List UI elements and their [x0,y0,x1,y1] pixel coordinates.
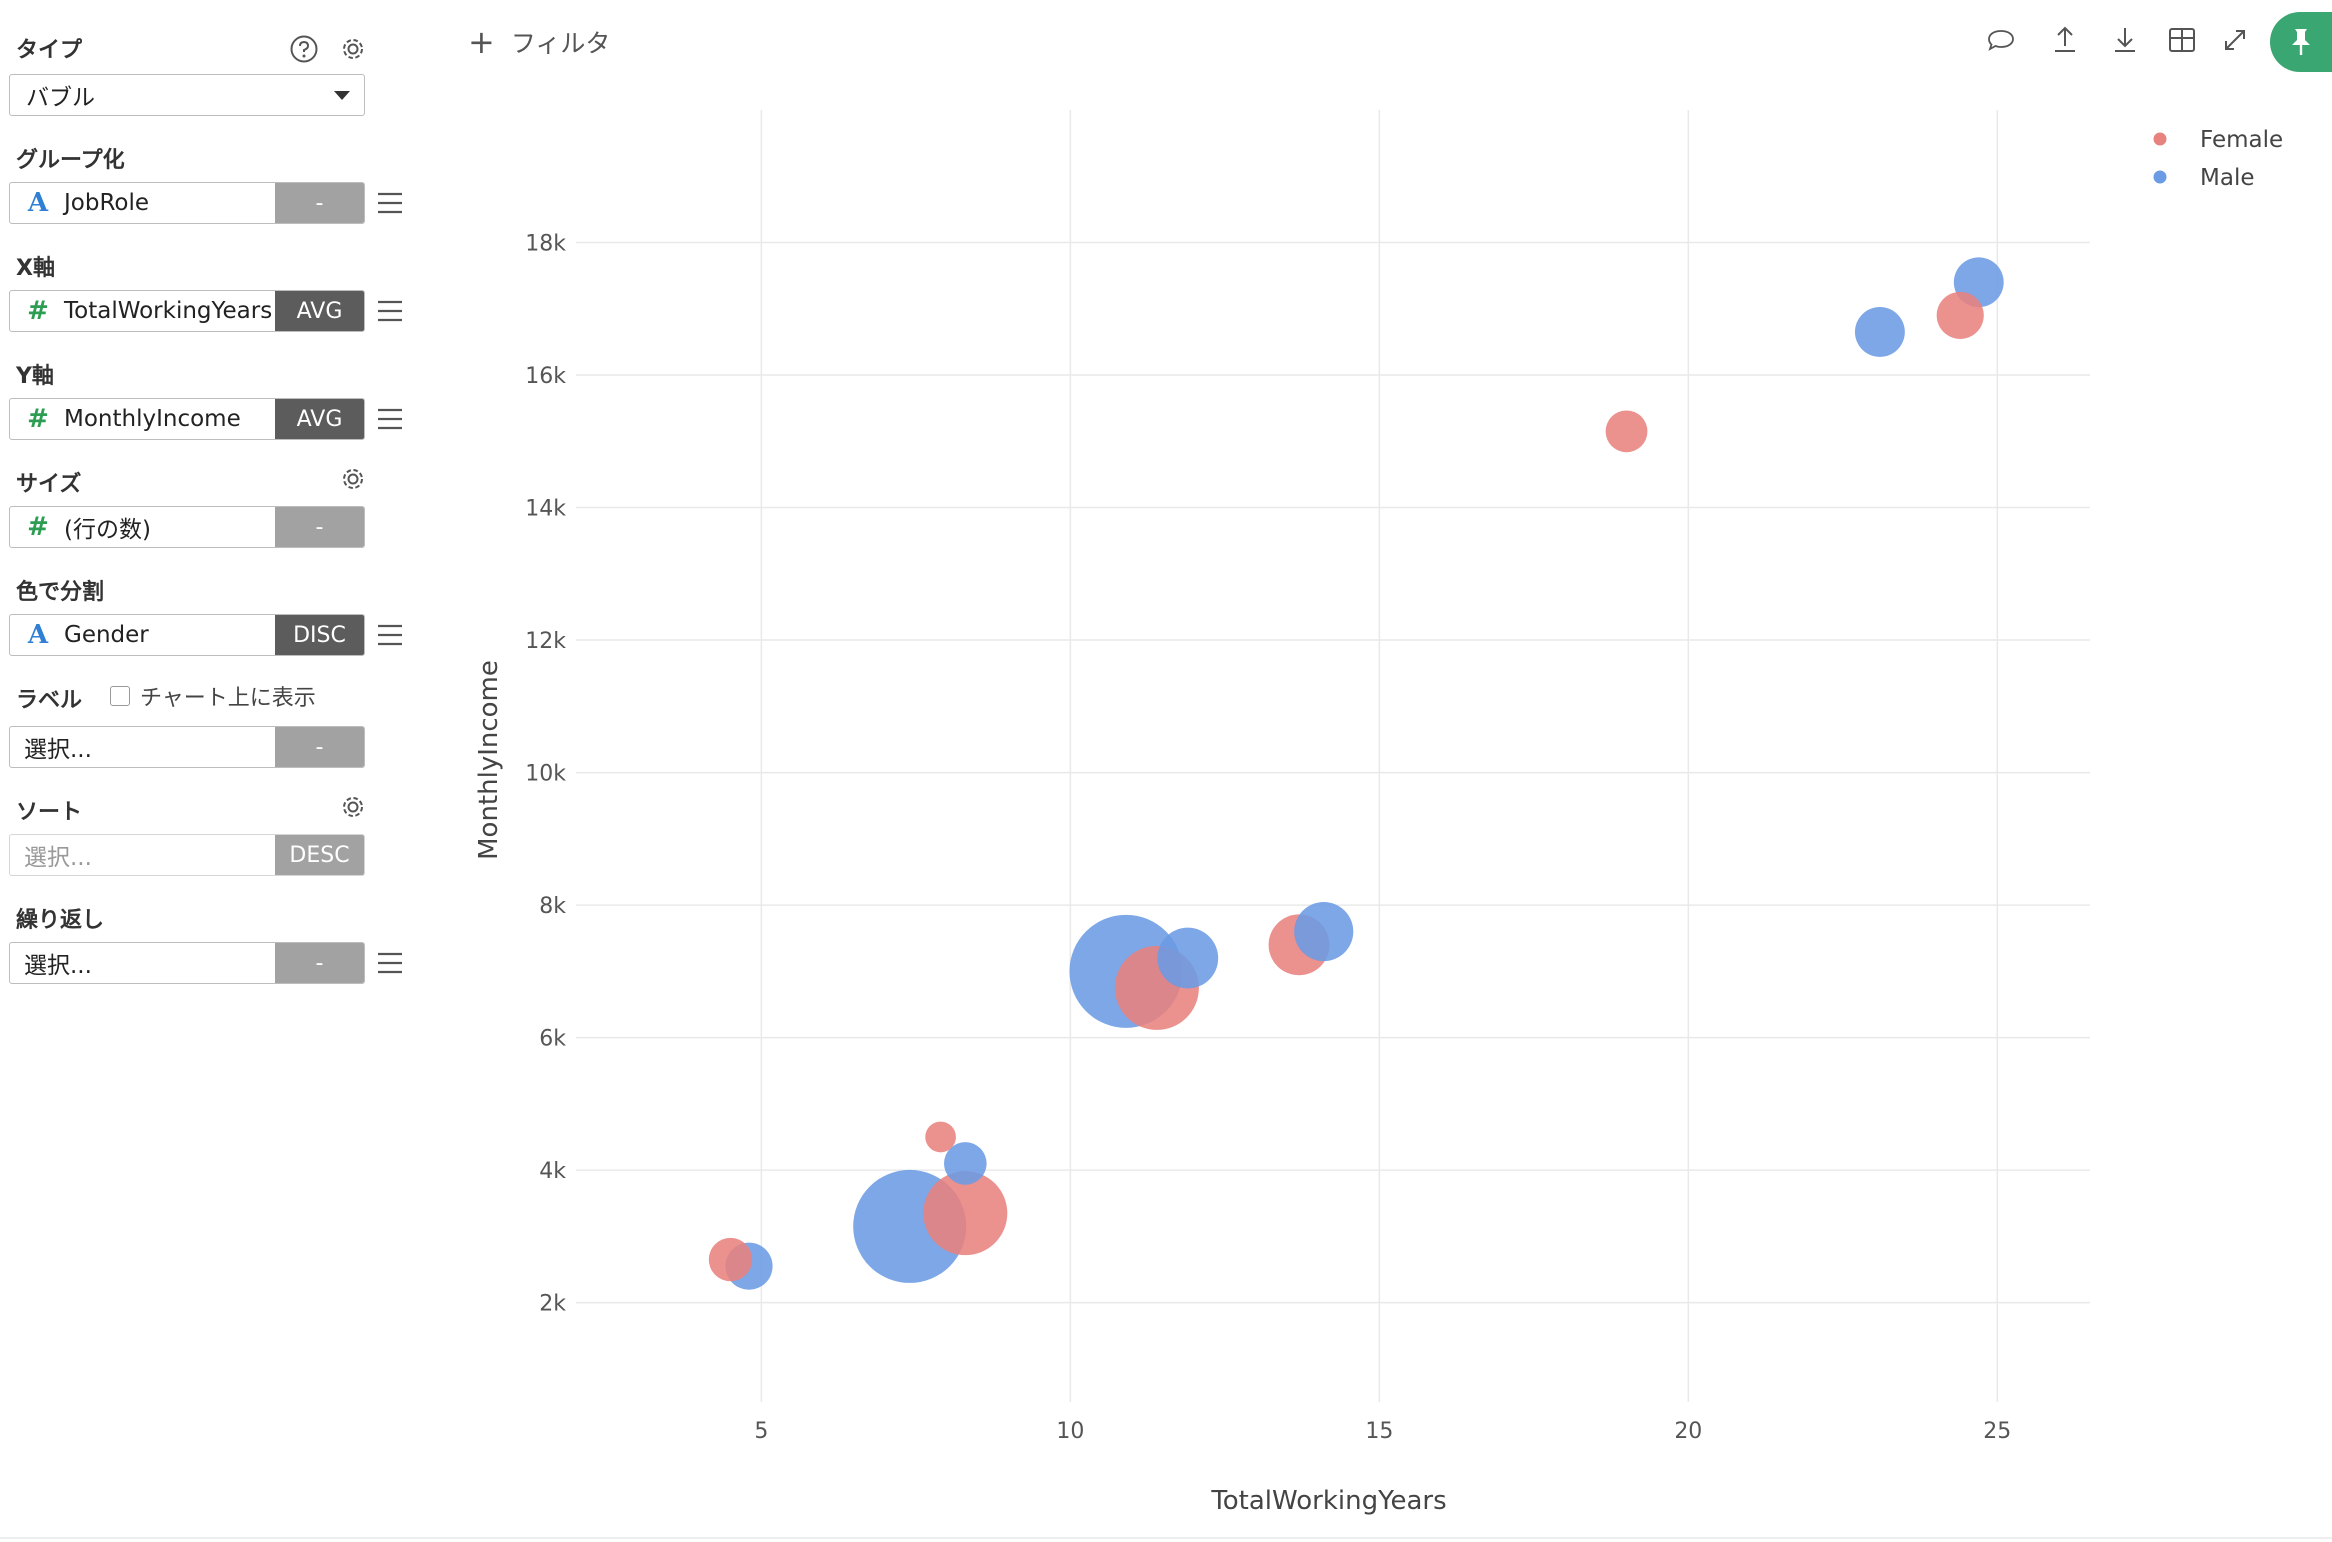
x-tick-label: 25 [1983,1419,2011,1444]
bubble-male[interactable] [944,1142,987,1185]
y-tick-label: 4k [539,1159,566,1184]
y-tick-label: 16k [525,364,566,389]
number-type-icon: # [27,296,49,326]
bubble-male[interactable] [1854,307,1905,357]
pin-button[interactable] [2270,12,2332,72]
color-field-name: Gender [64,622,149,648]
bubble-female[interactable] [1936,291,1984,339]
y-tick-label: 10k [525,762,566,787]
string-type-icon: A [27,620,49,650]
chart-type-value: バブル [26,85,95,111]
string-type-icon: A [27,188,49,218]
y-tick-label: 6k [539,1027,566,1052]
size-label: サイズ [16,472,82,497]
color-field[interactable]: A Gender DISC [9,614,365,656]
bubble-female[interactable] [1605,410,1648,453]
size-field-name: (行の数) [64,517,151,543]
type-settings-gear-icon[interactable] [336,32,370,66]
y-axis-label: Y軸 [16,364,54,389]
group-menu-icon[interactable] [376,191,404,215]
label-field[interactable]: 選択... - [9,726,365,768]
label-field-value: 選択... [24,737,92,763]
repeat-field[interactable]: 選択... - [9,942,365,984]
sort-field[interactable]: 選択... DESC [9,834,365,876]
bubble-male[interactable] [1294,902,1354,962]
chevron-down-icon [334,91,350,100]
y-axis-field-name: MonthlyIncome [64,406,241,432]
bubble-female[interactable] [708,1237,753,1282]
legend-label-male[interactable]: Male [2200,165,2254,191]
y-tick-label: 12k [525,629,566,654]
y-axis-title: MonthlyIncome [474,660,504,860]
chart-type-select[interactable]: バブル [9,74,365,116]
bubble-female[interactable] [925,1121,956,1153]
color-menu-icon[interactable] [376,623,404,647]
repeat-label: 繰り返し [16,908,105,933]
expand-icon[interactable] [2217,22,2253,58]
add-filter-button[interactable]: + フィルタ [468,24,610,60]
color-agg-button[interactable]: DISC [275,615,364,655]
chart-config-sidebar: タイプ バブル グループ化 A JobRole - X軸 # TotalWorkin… [0,0,420,1542]
repeat-menu-icon[interactable] [376,951,404,975]
x-tick-label: 15 [1365,1419,1393,1444]
y-axis-menu-icon[interactable] [376,407,404,431]
legend-label-female[interactable]: Female [2200,127,2283,153]
download-icon[interactable] [2107,22,2143,58]
group-agg-button[interactable]: - [275,183,364,223]
color-label: 色で分割 [16,580,105,605]
type-label: タイプ [16,38,83,63]
y-axis-agg-button[interactable]: AVG [275,399,364,439]
grid [576,110,2090,1402]
add-filter-label: フィルタ [510,29,611,58]
show-label-checkbox[interactable] [110,686,130,706]
number-type-icon: # [27,512,49,542]
upload-icon[interactable] [2047,22,2083,58]
help-icon[interactable] [287,32,321,66]
x-axis-field-name: TotalWorkingYears [64,298,273,324]
size-settings-gear-icon[interactable] [336,462,370,496]
plus-icon: + [468,23,495,61]
y-tick-label: 14k [525,497,566,522]
number-type-icon: # [27,404,49,434]
legend-marker-male [2153,170,2167,184]
x-tick-label: 10 [1056,1419,1084,1444]
x-axis-label: X軸 [16,256,55,281]
group-label: グループ化 [16,148,125,173]
comment-icon[interactable] [1983,22,2019,58]
y-tick-label: 8k [539,894,566,919]
y-axis-field[interactable]: # MonthlyIncome AVG [9,398,365,440]
x-axis-field[interactable]: # TotalWorkingYears AVG [9,290,365,332]
y-tick-label: 2k [539,1292,566,1317]
axis-ticks: 5 10 15 20 25 2k 4k 6k 8k 10k 12k 14k 16k 18k [525,232,2011,1444]
x-axis-title: TotalWorkingYears [1210,1486,1446,1516]
sort-order-button[interactable]: DESC [275,835,364,875]
table-icon[interactable] [2164,22,2200,58]
pin-icon [2292,29,2310,55]
size-field[interactable]: # (行の数) - [9,506,365,548]
y-tick-label: 18k [525,232,566,257]
show-label-checkbox-label: チャート上に表示 [140,686,316,711]
size-agg-button[interactable]: - [275,507,364,547]
sort-settings-gear-icon[interactable] [336,790,370,824]
group-field[interactable]: A JobRole - [9,182,365,224]
legend: Female Male [2153,127,2283,191]
x-tick-label: 5 [754,1419,768,1444]
x-tick-label: 20 [1674,1419,1702,1444]
x-axis-agg-button[interactable]: AVG [275,291,364,331]
repeat-agg-button[interactable]: - [275,943,364,983]
x-axis-menu-icon[interactable] [376,299,404,323]
bottom-border [0,1537,2332,1539]
bubble-male[interactable] [1157,927,1219,989]
group-field-name: JobRole [64,190,150,216]
legend-marker-female [2153,132,2167,146]
sort-field-placeholder: 選択... [24,845,92,871]
bubbles [708,257,2004,1290]
bubble-female[interactable] [923,1171,1008,1256]
label-agg-button[interactable]: - [275,727,364,767]
label-section-label: ラベル [16,688,83,713]
sort-label: ソート [16,800,83,825]
repeat-field-value: 選択... [24,953,92,979]
